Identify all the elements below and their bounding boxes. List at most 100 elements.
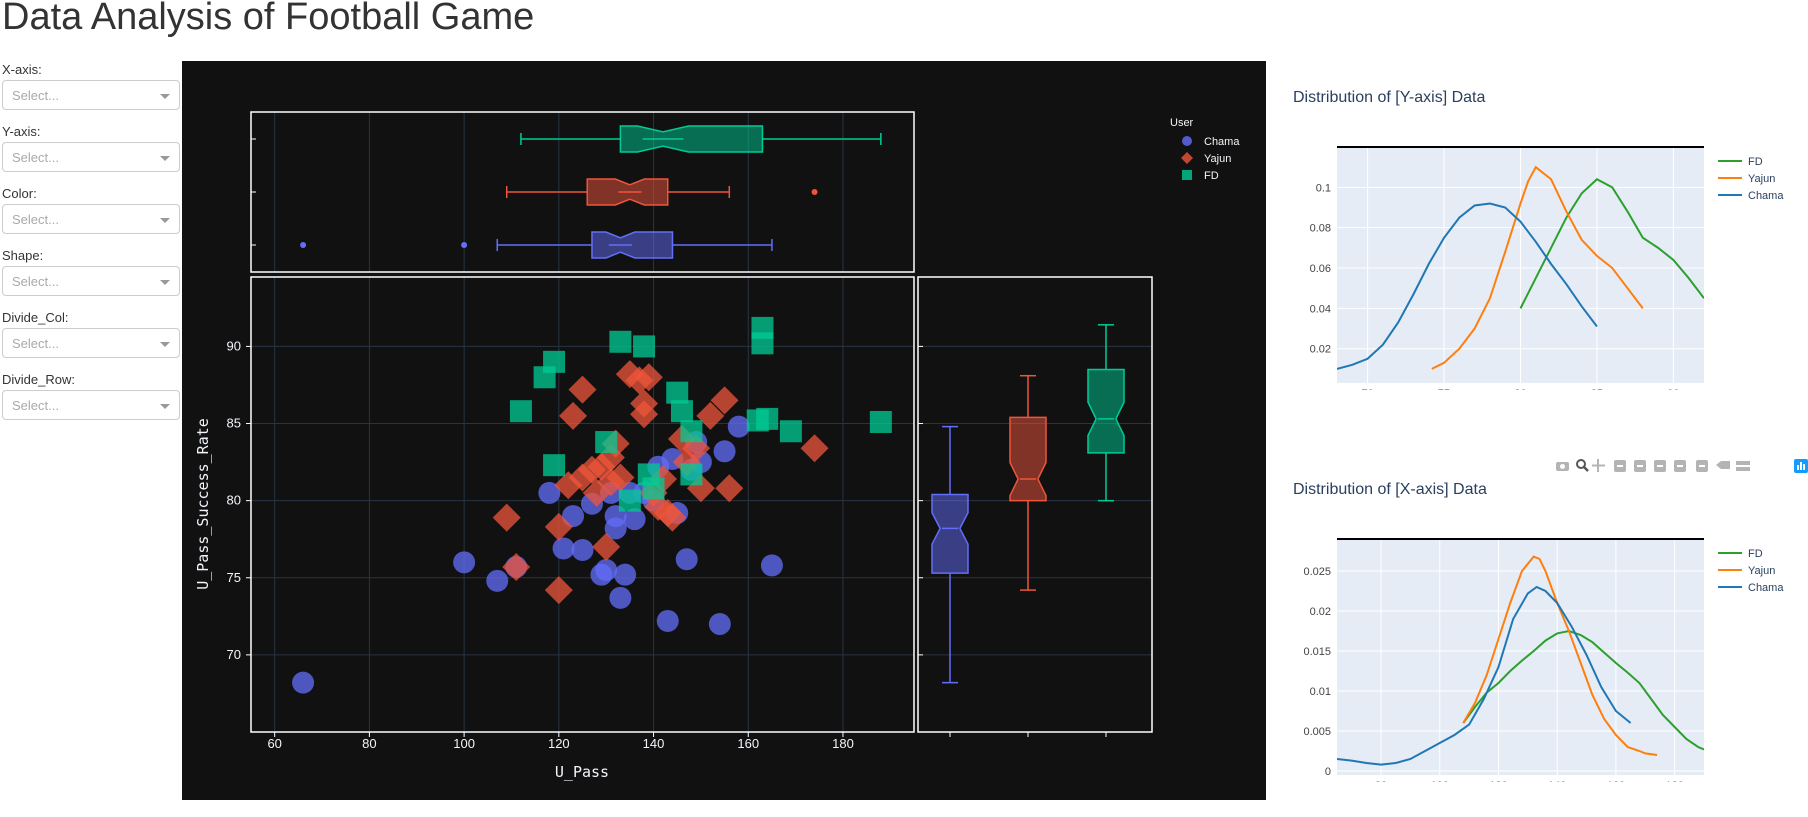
dropdown-select[interactable]: Select...: [2, 80, 180, 110]
scatter-point-fd[interactable]: [609, 330, 632, 353]
scatter-point-chama[interactable]: [538, 481, 561, 504]
scatter-point-chama[interactable]: [609, 586, 632, 609]
dropdown-select[interactable]: Select...: [2, 204, 180, 234]
chevron-down-icon[interactable]: [160, 342, 170, 347]
y-distribution-chart[interactable]: 70 75 80 85 90 0.02 0.04 0.06 0.08 0.1 FD Yajun Cham…: [1290, 130, 1808, 390]
scatter-point-yajun[interactable]: [658, 503, 687, 532]
right-box-fd[interactable]: [1087, 324, 1125, 502]
scatter-point-fd[interactable]: [756, 407, 779, 430]
scatter-point-fd[interactable]: [509, 400, 532, 423]
scatter-point-fd[interactable]: [670, 400, 693, 423]
kde-line-chama[interactable]: [1337, 202, 1598, 370]
kde-legend-item-chama[interactable]: Chama: [1718, 582, 1784, 594]
scatter-point-yajun[interactable]: [672, 448, 701, 477]
scatter-point-yajun[interactable]: [568, 375, 597, 404]
kde-legend-item-fd[interactable]: FD: [1718, 156, 1763, 168]
scatter-point-chama[interactable]: [760, 554, 783, 577]
scatter-point-chama[interactable]: [713, 440, 736, 463]
chevron-down-icon[interactable]: [160, 94, 170, 99]
x-distribution-chart[interactable]: 80 100 120 140 160 180 0 0.005 0.01 0.015 0.02 0.02…: [1290, 522, 1808, 782]
dropdown-select[interactable]: Select...: [2, 390, 180, 420]
kde-line-chama[interactable]: [1337, 585, 1632, 766]
scatter-point-chama[interactable]: [453, 551, 476, 574]
scatter-point-fd[interactable]: [543, 454, 566, 477]
scatter-point-yajun[interactable]: [502, 552, 531, 581]
scatter-point-yajun[interactable]: [634, 363, 663, 392]
scatter-point-chama[interactable]: [595, 559, 618, 582]
scatter-point-chama[interactable]: [562, 505, 585, 528]
hover-compare-icon[interactable]: [1736, 461, 1750, 471]
chevron-down-icon[interactable]: [160, 218, 170, 223]
legend-item-yajun[interactable]: Yajun: [1181, 152, 1231, 165]
chevron-down-icon[interactable]: [160, 404, 170, 409]
scatter-point-yajun[interactable]: [696, 401, 725, 430]
scatter-point-chama[interactable]: [675, 548, 698, 571]
scatter-point-fd[interactable]: [633, 335, 656, 358]
scatter-point-fd[interactable]: [543, 350, 566, 373]
autoscale-icon[interactable]: [1654, 460, 1666, 472]
scatter-point-chama[interactable]: [552, 537, 575, 560]
scatter-point-fd[interactable]: [869, 410, 892, 433]
scatter-point-fd[interactable]: [680, 463, 703, 486]
scatter-point-yajun[interactable]: [686, 474, 715, 503]
kde-legend-item-yajun[interactable]: Yajun: [1718, 565, 1775, 577]
kde-line-fd[interactable]: [1519, 178, 1705, 309]
hover-closest-icon[interactable]: [1716, 461, 1730, 469]
scatter-point-fd[interactable]: [666, 381, 689, 404]
right-box-yajun[interactable]: [1009, 374, 1047, 591]
dropdown-select[interactable]: Select...: [2, 328, 180, 358]
scatter-point-fd[interactable]: [779, 420, 802, 443]
main-chart[interactable]: 60 80 100 120 140 160 180 70 75 80 85 90 U_Pass U_Pas…: [182, 61, 1266, 800]
camera-icon[interactable]: [1556, 462, 1569, 471]
chevron-down-icon[interactable]: [160, 156, 170, 161]
scatter-point-fd[interactable]: [618, 489, 641, 512]
scatter-point-yajun[interactable]: [800, 434, 829, 463]
scatter-point-yajun[interactable]: [715, 474, 744, 503]
kde-line-fd[interactable]: [1462, 629, 1704, 751]
scatter-point-chama[interactable]: [614, 563, 637, 586]
scatter-point-yajun[interactable]: [592, 532, 621, 561]
scatter-point-yajun[interactable]: [615, 360, 644, 389]
scatter-point-yajun[interactable]: [710, 386, 739, 415]
zoom-out-icon[interactable]: [1634, 460, 1646, 472]
reset-icon[interactable]: [1674, 460, 1686, 472]
kde-legend-item-chama[interactable]: Chama: [1718, 190, 1784, 202]
scatter-point-yajun[interactable]: [644, 492, 673, 521]
top-box-fd[interactable]: [520, 125, 882, 153]
pan-icon[interactable]: [1592, 459, 1605, 472]
scatter-point-yajun[interactable]: [606, 463, 635, 492]
scatter-point-yajun[interactable]: [492, 503, 521, 532]
plotly-logo-icon[interactable]: [1794, 459, 1808, 473]
scatter-point-chama[interactable]: [571, 539, 594, 561]
scatter-point-yajun[interactable]: [596, 468, 625, 497]
zoom-in-icon[interactable]: [1614, 460, 1626, 472]
scatter-point-chama[interactable]: [292, 671, 315, 694]
top-box-chama[interactable]: [300, 231, 773, 259]
scatter-point-chama[interactable]: [656, 609, 679, 632]
kde-legend-item-fd[interactable]: FD: [1718, 548, 1763, 560]
kde-line-yajun[interactable]: [1431, 165, 1644, 370]
top-box-yajun[interactable]: [505, 178, 818, 206]
scatter-point-fd[interactable]: [595, 431, 618, 454]
scatter-point-chama[interactable]: [623, 508, 646, 531]
chevron-down-icon[interactable]: [160, 280, 170, 285]
legend-item-chama[interactable]: Chama: [1182, 136, 1240, 148]
kde-legend-item-yajun[interactable]: Yajun: [1718, 173, 1775, 185]
scatter-point-yajun[interactable]: [544, 576, 573, 605]
dropdown-select[interactable]: Select...: [2, 142, 180, 172]
scatter-point-fd[interactable]: [751, 332, 774, 355]
scatter-point-fd[interactable]: [680, 420, 703, 443]
scatter-point-chama[interactable]: [486, 569, 509, 592]
scatter-point-chama[interactable]: [708, 613, 731, 636]
scatter-point-chama[interactable]: [727, 415, 750, 438]
zoom-icon[interactable]: [1576, 459, 1589, 472]
scatter-point-yajun[interactable]: [544, 512, 573, 541]
spike-icon[interactable]: [1696, 460, 1708, 472]
scatter-point-fd[interactable]: [642, 477, 665, 500]
scatter-point-yajun[interactable]: [559, 401, 588, 430]
right-box-chama[interactable]: [931, 425, 969, 684]
scatter-point-yajun[interactable]: [682, 434, 711, 463]
scatter-point-yajun[interactable]: [630, 400, 659, 429]
dropdown-select[interactable]: Select...: [2, 266, 180, 296]
legend-item-fd[interactable]: FD: [1182, 170, 1219, 182]
